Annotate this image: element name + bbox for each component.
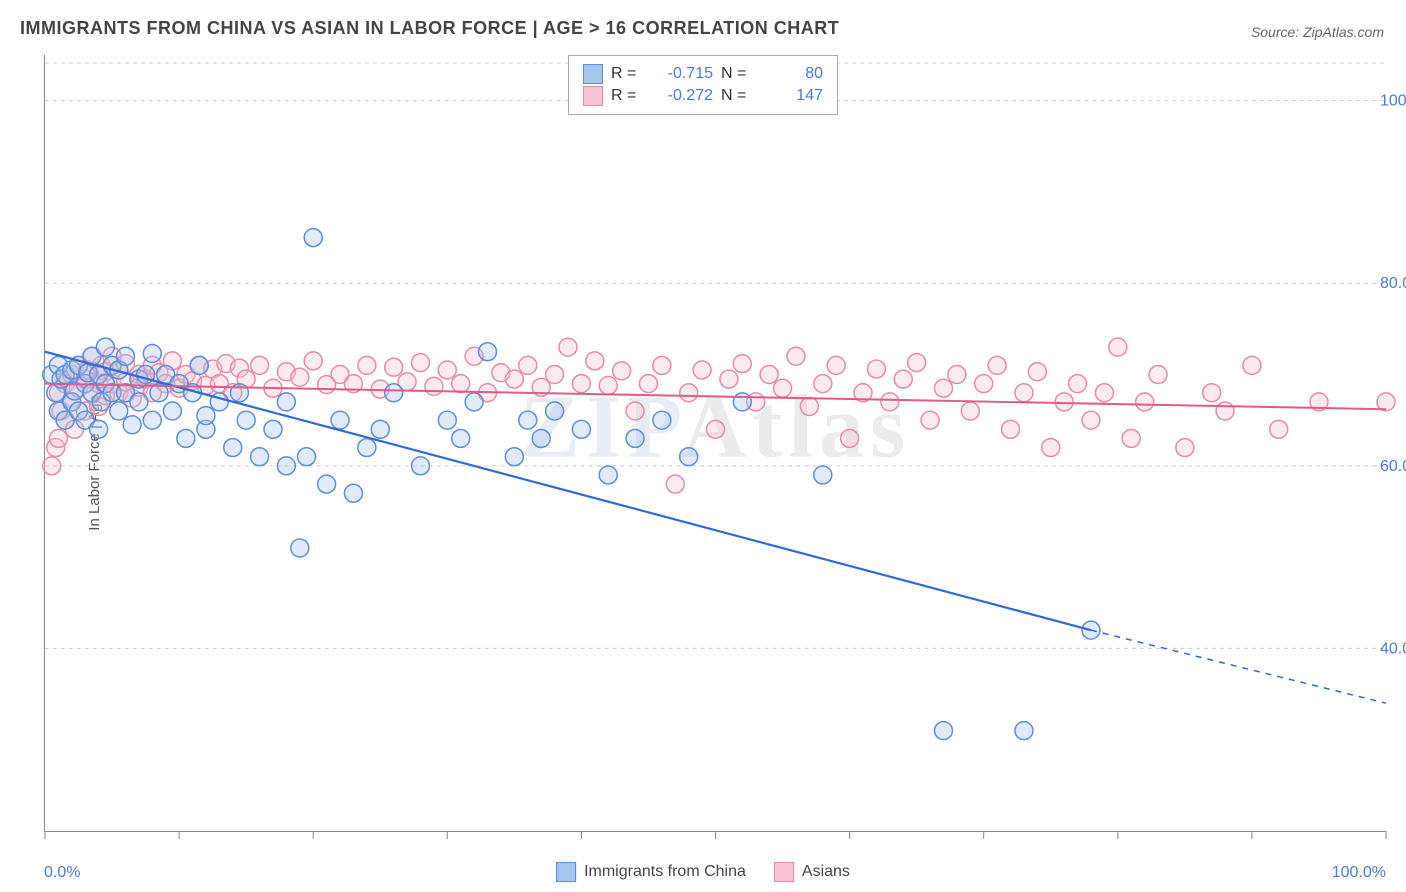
chart-container: IMMIGRANTS FROM CHINA VS ASIAN IN LABOR … — [0, 0, 1406, 892]
n-label: N = — [721, 87, 755, 105]
legend-item: Asians — [774, 862, 850, 882]
correlation-row: R = -0.715 N = 80 — [583, 64, 823, 84]
correlation-legend: R = -0.715 N = 80 R = -0.272 N = 147 — [568, 55, 838, 115]
legend-swatch — [556, 862, 576, 882]
legend-item: Immigrants from China — [556, 862, 746, 882]
r-label: R = — [611, 87, 645, 105]
correlation-row: R = -0.272 N = 147 — [583, 86, 823, 106]
x-axis-max-label: 100.0% — [1332, 864, 1386, 882]
legend-swatch — [583, 86, 603, 106]
series-legend: Immigrants from China Asians — [556, 862, 850, 882]
svg-text:40.0%: 40.0% — [1380, 640, 1406, 657]
r-label: R = — [611, 65, 645, 83]
r-value: -0.715 — [653, 65, 713, 83]
r-value: -0.272 — [653, 87, 713, 105]
n-value: 147 — [763, 87, 823, 105]
legend-label: Immigrants from China — [584, 863, 746, 881]
n-value: 80 — [763, 65, 823, 83]
svg-text:80.0%: 80.0% — [1380, 275, 1406, 292]
n-label: N = — [721, 65, 755, 83]
chart-svg: 40.0%60.0%80.0%100.0% — [45, 55, 1386, 831]
source-attribution: Source: ZipAtlas.com — [1251, 24, 1384, 40]
svg-text:60.0%: 60.0% — [1380, 458, 1406, 475]
svg-text:100.0%: 100.0% — [1380, 93, 1406, 110]
plot-area: ZIPAtlas 40.0%60.0%80.0%100.0% — [44, 55, 1386, 832]
legend-swatch — [583, 64, 603, 84]
chart-title: IMMIGRANTS FROM CHINA VS ASIAN IN LABOR … — [20, 18, 839, 39]
legend-label: Asians — [802, 863, 850, 881]
x-axis-min-label: 0.0% — [44, 864, 80, 882]
legend-swatch — [774, 862, 794, 882]
